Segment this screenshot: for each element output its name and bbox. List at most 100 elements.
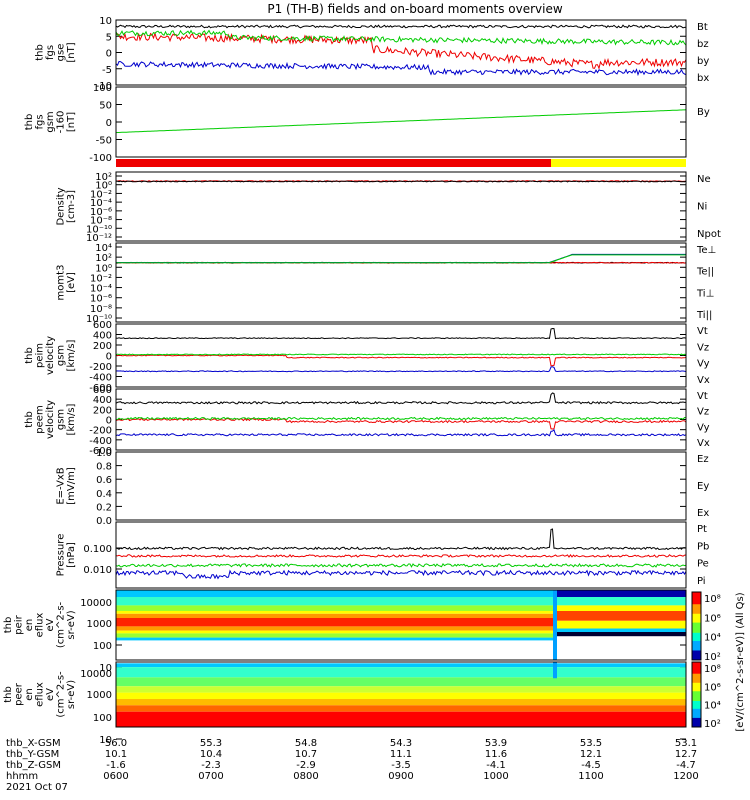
colorbar-segment (692, 701, 701, 710)
heatmap-band (116, 597, 553, 606)
ylabel-line: eflux (35, 682, 46, 707)
heatmap-band (116, 686, 686, 693)
ytick-label: 100 (93, 641, 112, 652)
ylabel-line: [km/s] (66, 339, 77, 371)
series-group (115, 109, 687, 134)
ytick-label: 100 (93, 713, 112, 724)
ytick-label: 100 (93, 83, 112, 94)
xaxis-value: 53.1 (675, 738, 697, 749)
heatmap-band (116, 637, 553, 641)
colorbar-segment (692, 717, 701, 728)
ylabel-line: eV (45, 688, 56, 701)
colorbar-segment (692, 691, 701, 702)
panel-frame (115, 589, 687, 661)
heatmap-band (116, 705, 686, 712)
ytick-label: 0 (106, 416, 112, 427)
panel-frame (115, 451, 687, 521)
ylabel-line: fgs (45, 45, 56, 60)
xaxis-value: 0600 (103, 771, 128, 782)
xaxis-value: -4.7 (676, 760, 696, 771)
ylabel-line: gsm (45, 111, 56, 132)
ytick-label: 0 (106, 118, 112, 129)
ytick-label: 0.6 (96, 475, 112, 486)
heatmap-band (116, 692, 686, 699)
series-by (115, 109, 687, 134)
panel-fgs-gsm-gsm: thb fgs gsm -160 [nT] 100 50 0 -50 -100 By (24, 83, 710, 164)
ylabel-line: en (24, 688, 35, 701)
heatmap-band (116, 613, 553, 618)
heatmap-peer-en-eflux (116, 662, 686, 727)
ylabel-line: velocity (45, 336, 56, 375)
xaxis-value: 0800 (293, 771, 318, 782)
xaxis-value: -2.3 (201, 760, 221, 771)
legend-entry: Ex (697, 508, 709, 519)
series-group (115, 180, 687, 183)
series-vy (115, 353, 687, 356)
xaxis-value: 53.5 (580, 738, 602, 749)
series-group (115, 253, 687, 264)
panel-frame (115, 388, 687, 451)
legend-entry: Vz (697, 342, 709, 353)
colorbar-frame (691, 591, 702, 661)
ylabel-line: peer (14, 682, 25, 706)
ytick-label: 1000 (87, 690, 112, 701)
ytick-label: 10² (95, 172, 112, 183)
series-group (115, 392, 687, 437)
ytick-label: -200 (89, 362, 112, 373)
series-ni (115, 180, 687, 183)
ylabel-line: sr-eV) (66, 610, 77, 639)
ytick-label: 0.0 (96, 516, 112, 527)
ytick-label: 400 (93, 331, 112, 342)
legend-entry: Ez (697, 454, 709, 465)
ytick-label: 10 (99, 735, 112, 746)
colorbar-tick: 10⁸ (704, 664, 721, 675)
ylabel-line: thb (24, 114, 35, 131)
ytick-label: 10⁴ (95, 243, 112, 254)
legend-entry: bz (697, 39, 709, 50)
colorbar-segment (692, 622, 701, 634)
colorbar-segment (692, 682, 701, 692)
ylabel-line: fgs (35, 114, 46, 129)
heatmap-band (553, 590, 557, 660)
ylabel-line: Pressure (56, 534, 67, 577)
heatmap-band (116, 611, 553, 614)
heatmap-band (116, 590, 553, 597)
ylabel-line: en (24, 619, 35, 632)
series-group (115, 24, 687, 77)
xaxis-value: 10.1 (105, 749, 127, 760)
legend-entry: by (697, 56, 709, 67)
panel-peir-en-eflux: thb peir en eflux eV (cm^2-s-sr-eV)10000 1000 1… (3, 589, 687, 674)
ytick-label: 200 (93, 341, 112, 352)
series-ti-perp (116, 253, 686, 263)
series-vz (115, 417, 687, 430)
ytick-label: -10 (96, 81, 112, 92)
series-pb (115, 553, 687, 558)
xaxis-value: 56.0 (105, 738, 127, 749)
ytick-label: -100 (89, 153, 112, 164)
ytick-label: 10² (95, 253, 112, 264)
colorbar-tick: 10⁶ (704, 682, 721, 693)
ytick-label: 0.100 (83, 544, 112, 555)
legend-entry: Ni (697, 202, 707, 213)
legend-entry: By (697, 107, 710, 118)
ylabel-line: thb (24, 411, 35, 428)
legend-entry: Vz (697, 407, 709, 418)
legend-entry: Ey (697, 481, 709, 492)
ylabel-line: eflux (35, 613, 46, 638)
ylabel-line: peem (35, 405, 46, 433)
ytick-label: 600 (93, 320, 112, 331)
ytick-label: 5 (106, 32, 112, 43)
heatmap-band (557, 590, 686, 597)
heatmap-band (116, 605, 553, 611)
ylabel-line: gsm (56, 409, 67, 430)
ytick-label: -600 (89, 383, 112, 394)
series-vx (115, 366, 687, 373)
ylabel-line: [nT] (66, 42, 77, 62)
xaxis-value: 54.8 (295, 738, 317, 749)
xaxis-value: 12.1 (580, 749, 602, 760)
series-vt (115, 392, 686, 405)
x-axis-labels: thb_X-GSM 56.0 55.3 54.8 54.3 53.9 53.5 53.1 thb… (6, 738, 699, 793)
ytick-label: -50 (96, 136, 112, 147)
ytick-label: 10⁻⁶ (90, 294, 112, 305)
colorbar-tick: 10⁸ (704, 594, 721, 605)
